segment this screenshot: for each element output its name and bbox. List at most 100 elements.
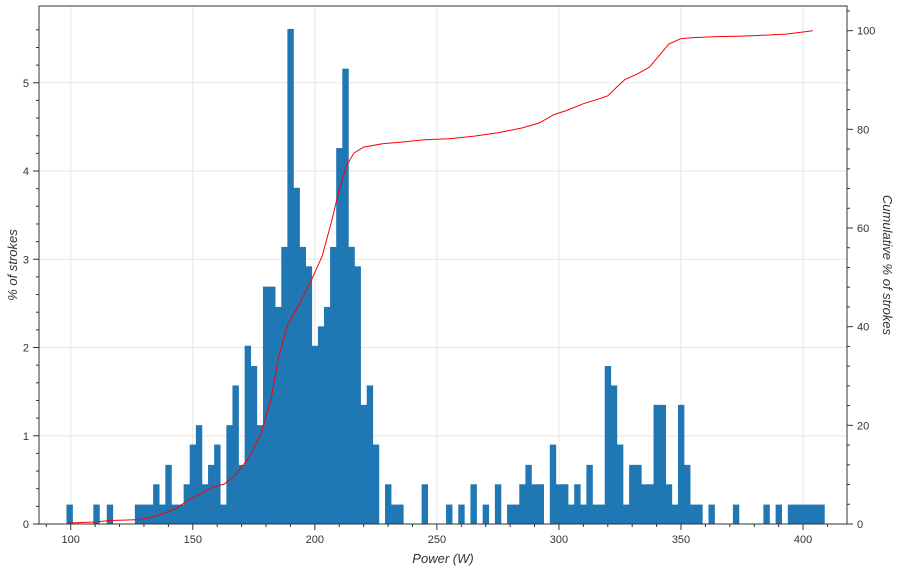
histogram-bar [305,266,313,524]
histogram-bar [140,504,148,524]
histogram-bar [580,504,587,524]
y-tick-label: 5 [23,78,29,90]
histogram-bar [354,266,361,524]
histogram-bar [262,286,270,524]
histogram-bar [708,504,715,524]
histogram-bar [372,444,380,524]
histogram-bars [66,28,825,525]
y-tick-label: 1 [23,431,29,443]
histogram-bar [195,425,203,524]
y-tick-label: 0 [23,519,29,531]
histogram-bar [531,484,538,524]
histogram-bar [165,464,172,524]
y-tick-label: 2 [23,343,29,355]
histogram-bar [256,425,264,524]
histogram-bar [507,504,514,524]
histogram-bar [592,504,599,524]
plot-frame [38,5,848,525]
histogram-bar [177,504,184,524]
histogram-bar [555,484,563,524]
histogram-bar [549,444,557,524]
histogram-bar [659,404,667,524]
histogram-bar [330,246,337,524]
histogram-bar [684,464,691,524]
histogram-bar [385,484,392,524]
histogram-bar [238,464,245,524]
histogram-bar [311,345,319,524]
y2-tick-label: 60 [857,223,869,235]
histogram-bar [281,246,288,524]
y-tick-label: 3 [23,254,29,266]
x-tick-label: 400 [794,534,812,546]
histogram-bar [818,504,825,524]
histogram-bar [793,504,801,524]
histogram-bar [598,504,606,524]
histogram-bar [232,385,239,524]
histogram-bar [153,484,160,524]
histogram-bar [336,148,343,524]
histogram-bar [66,504,73,524]
x-tick-label: 150 [184,534,202,546]
histogram-bar [629,464,636,524]
y2-tick-label: 100 [857,26,875,38]
x-tick-label: 250 [428,534,446,546]
histogram-bar [323,306,331,524]
histogram-bar [763,504,770,524]
histogram-bar [366,385,374,524]
histogram-bar [482,504,490,524]
y-axis-left: 0 1 2 3 4 5 [23,29,39,531]
histogram-bar [342,68,349,524]
histogram-bar [513,504,520,524]
histogram-bar [800,504,807,524]
histogram-bar [604,366,612,524]
histogram-bar [562,484,569,524]
histogram-bar [623,504,630,524]
x-tick-label: 300 [550,534,568,546]
histogram-bar [214,444,221,524]
histogram-bar [616,444,624,524]
histogram-bar [106,504,114,524]
histogram-bar [183,484,191,524]
histogram-bar [250,366,258,524]
histogram-bar [537,484,544,524]
histogram-bar [293,187,300,525]
histogram-bar [635,464,642,524]
x-tick-label: 200 [306,534,324,546]
histogram-bar [147,504,154,524]
histogram-bar [574,484,581,524]
y2-tick-label: 40 [857,322,869,334]
histogram-bar [494,484,502,524]
histogram-bar [189,444,197,524]
histogram-bar [525,464,532,524]
histogram-bar [647,484,654,524]
histogram-bar [446,504,453,524]
histogram-bar [275,306,282,524]
x-tick-label: 100 [62,534,80,546]
histogram-bar [287,28,294,524]
y2-axis-label: Cumulative % of strokes [880,195,895,336]
histogram-bar [568,504,575,524]
histogram-bar [641,484,648,524]
histogram-bar [360,404,368,524]
histogram-bar [458,504,465,524]
cumulative-line [68,30,813,524]
histogram-bar [421,484,429,524]
grid-lines [39,6,847,525]
histogram-bar [671,504,679,524]
y-tick-label: 4 [23,166,29,178]
histogram-bar [665,484,673,524]
histogram-bar [317,326,325,524]
x-axis-label: Power (W) [412,551,473,566]
histogram-bar [397,504,404,524]
histogram-bar [787,504,795,524]
histogram-bar [171,504,178,524]
histogram-bar [220,504,227,524]
histogram-bar [653,404,660,524]
histogram-bar [299,246,306,524]
x-tick-label: 350 [672,534,690,546]
histogram-bar [348,246,355,524]
x-axis: 100 150 200 250 300 350 400 [45,524,828,546]
histogram-bar [610,385,618,524]
histogram-bar [586,464,593,524]
histogram-bar [519,484,526,524]
